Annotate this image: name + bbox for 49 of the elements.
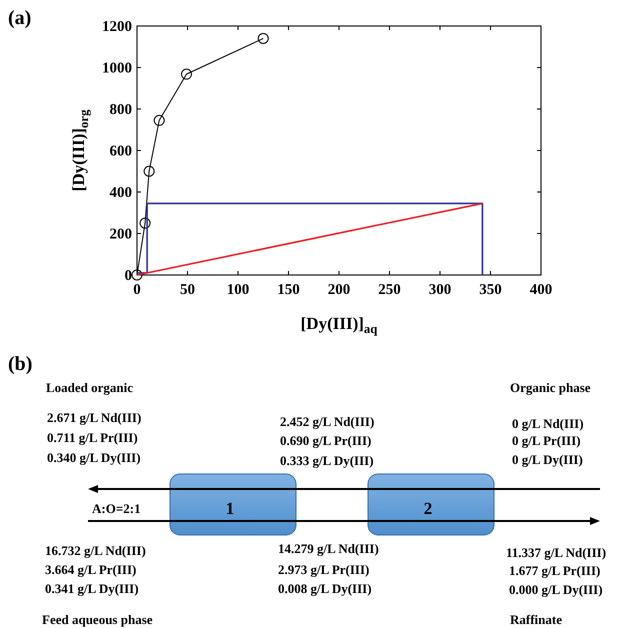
- point: [132, 270, 142, 280]
- text: 11.337 g/L Nd(III): [506, 545, 606, 560]
- point: [258, 32, 269, 44]
- x-tick-label: 300: [428, 282, 452, 298]
- x-tick-label: 400: [530, 282, 552, 298]
- y-tick-label: 0: [124, 268, 132, 284]
- x-tick-label: 50: [180, 282, 195, 298]
- y-tick-label: 800: [110, 102, 132, 118]
- text: 0 g/L Pr(III): [512, 433, 581, 448]
- x-tick-label: 100: [226, 282, 250, 298]
- point: [144, 166, 155, 177]
- x-tick-label: 350: [479, 282, 502, 298]
- text: 1.677 g/L Pr(III): [509, 563, 600, 578]
- text: 16.732 g/L Nd(III): [45, 543, 146, 558]
- x-tick-label: 200: [328, 282, 350, 298]
- text: Feed aqueous phase: [42, 612, 153, 627]
- y-tick-label: 1000: [102, 60, 132, 76]
- text: 0 g/L Dy(III): [512, 452, 583, 467]
- text: 0.333 g/L Dy(III): [280, 453, 374, 468]
- y-tick-label: 1200: [102, 19, 132, 35]
- text: Raffinate: [510, 612, 562, 627]
- y-tick-label: 400: [110, 185, 132, 201]
- text: (b): [8, 353, 32, 375]
- text: 0.000 g/L Dy(III): [509, 582, 603, 597]
- text: 0.711 g/L Pr(III): [47, 430, 138, 445]
- text: 0.690 g/L Pr(III): [280, 433, 372, 448]
- x-tick-label: 150: [277, 282, 300, 298]
- text: 2: [424, 499, 432, 518]
- text: 0.008 g/L Dy(III): [278, 581, 372, 596]
- text: 2.452 g/L Nd(III): [280, 414, 374, 429]
- text: 2.973 g/L Pr(III): [278, 562, 370, 577]
- text: (a): [8, 7, 32, 29]
- point: [154, 114, 165, 126]
- text: 2.671 g/L Nd(III): [47, 410, 142, 425]
- y-tick-label: 200: [110, 226, 132, 242]
- text: Organic phase: [510, 380, 591, 395]
- point: [180, 68, 192, 80]
- text: 0.341 g/L Dy(III): [45, 581, 139, 596]
- text: A:O=2:1: [92, 501, 141, 516]
- text: 14.279 g/L Nd(III): [278, 541, 379, 556]
- text: 0.340 g/L Dy(III): [47, 450, 141, 465]
- point: [140, 218, 151, 229]
- y-tick-label: 600: [110, 144, 132, 160]
- x-axis-title: [Dy(III)]$_{aq}$: [300, 314, 378, 336]
- x-tick-label: 250: [378, 282, 401, 298]
- text: 1: [226, 499, 234, 518]
- text: 0 g/L Nd(III): [512, 416, 584, 431]
- text: 3.664 g/L Pr(III): [45, 562, 136, 577]
- text: Loaded organic: [46, 380, 134, 395]
